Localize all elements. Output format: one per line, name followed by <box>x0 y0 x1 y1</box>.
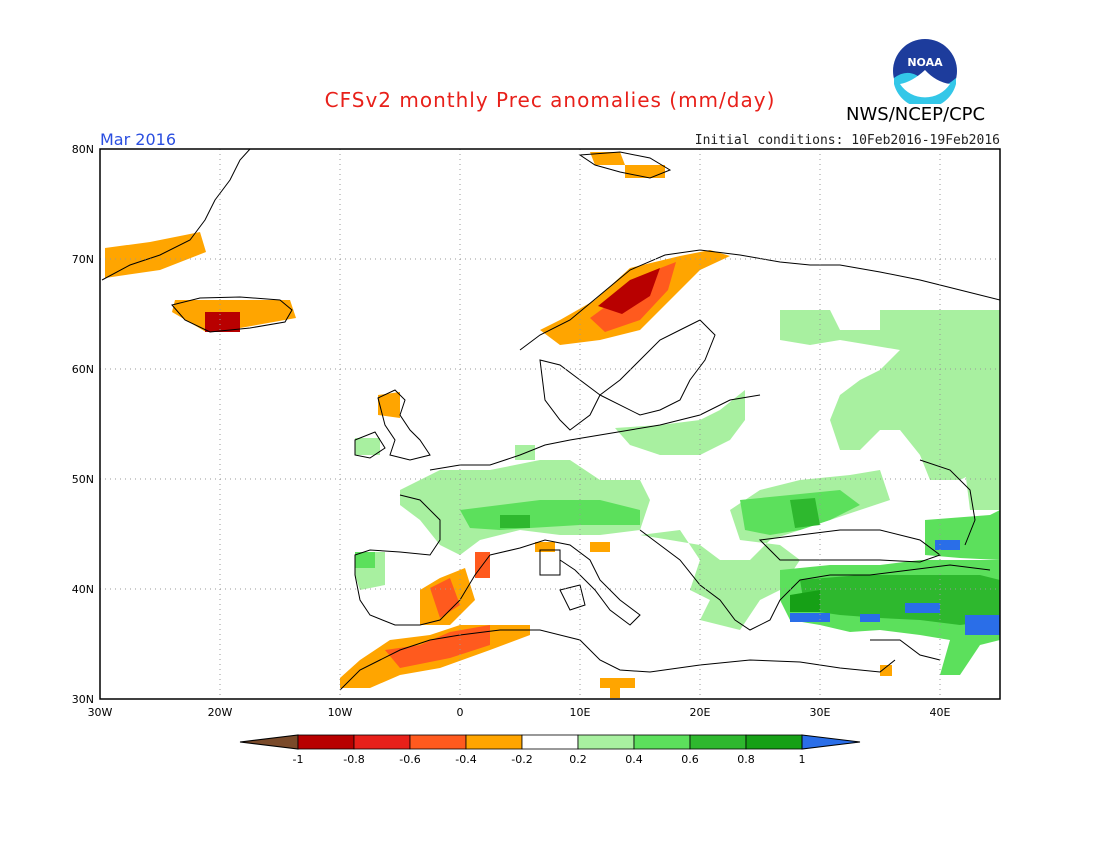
colorbar-swatch <box>297 734 355 750</box>
coastlines <box>101 149 1000 691</box>
colorbar-label: -0.2 <box>511 753 532 766</box>
longitude-labels: 30W 20W 10W 0 10E 20E 30E 40E <box>88 706 951 719</box>
wet-cells-aegean-extreme <box>790 613 830 622</box>
colorbar-swatch <box>577 734 635 750</box>
lon-label-40e: 40E <box>930 706 951 719</box>
wet-cells-taurus-extreme <box>860 614 880 622</box>
colorbar-arrow-left <box>239 734 299 750</box>
colorbar-label: -1 <box>293 753 304 766</box>
colorbar-label: 0.2 <box>569 753 587 766</box>
lat-label-30n: 30N <box>72 693 94 706</box>
wet-cells-alps-core <box>500 515 530 528</box>
wet-cells-aegean <box>790 590 820 612</box>
colorbar-label: -0.4 <box>455 753 476 766</box>
colorbar-swatch <box>689 734 747 750</box>
colorbar-arrow-right <box>801 734 861 750</box>
lon-label-20w: 20W <box>208 706 233 719</box>
colorbar-label: 0.6 <box>681 753 699 766</box>
map-frame <box>99 148 1001 700</box>
wet-cells-poland <box>615 390 745 455</box>
wet-cells-ireland <box>355 438 380 455</box>
wet-cells-moldova <box>790 498 820 528</box>
wet-cells-iran-extreme <box>965 615 1000 635</box>
lon-label-20e: 20E <box>690 706 711 719</box>
lon-label-10e: 10E <box>570 706 591 719</box>
dry-cells-algeria <box>385 625 490 668</box>
colorbar-label: 0.8 <box>737 753 755 766</box>
noaa-logo-text: NOAA <box>907 56 943 69</box>
colorbar: -1 -0.8 -0.6 -0.4 -0.2 0.2 0.4 0.6 0.8 1 <box>239 734 861 766</box>
dry-cells-svalbard-east <box>625 165 665 178</box>
latitude-labels: 80N 70N 60N 50N 40N 30N <box>72 143 94 706</box>
colorbar-swatch <box>633 734 691 750</box>
lat-label-70n: 70N <box>72 253 94 266</box>
lat-label-40n: 40N <box>72 583 94 596</box>
colorbar-label: -0.6 <box>399 753 420 766</box>
wet-cells-galicia <box>355 552 375 568</box>
dry-cells-norway-core <box>598 268 660 314</box>
lon-label-30w: 30W <box>88 706 113 719</box>
initial-conditions: Initial conditions: 10Feb2016-19Feb2016 <box>694 133 1000 148</box>
colorbar-label: 0.4 <box>625 753 643 766</box>
dry-cells-levant <box>880 665 892 676</box>
noaa-logo-icon: NOAA <box>893 39 957 104</box>
colorbar-swatch <box>353 734 411 750</box>
colorbar-swatch <box>745 734 803 750</box>
wet-cells-caspian <box>965 470 1000 510</box>
dry-cells-iceland-core <box>205 312 240 332</box>
wet-cells-russia <box>780 310 1000 480</box>
wet-cells-anatolia-extreme <box>905 603 940 613</box>
lat-label-50n: 50N <box>72 473 94 486</box>
colorbar-swatch <box>521 734 579 750</box>
lat-label-60n: 60N <box>72 363 94 376</box>
lat-label-80n: 80N <box>72 143 94 156</box>
dry-cells-italy <box>590 542 610 552</box>
lon-label-30e: 30E <box>810 706 831 719</box>
lon-label-10w: 10W <box>328 706 353 719</box>
dry-cells-scotland <box>378 392 400 418</box>
wet-cells-turkey-strong <box>800 575 1000 625</box>
lon-label-0: 0 <box>457 706 464 719</box>
colorbar-swatch <box>465 734 523 750</box>
agency-label: NWS/NCEP/CPC <box>846 104 986 125</box>
graticule <box>100 149 1000 699</box>
colorbar-swatch <box>409 734 467 750</box>
map-title: CFSv2 monthly Prec anomalies (mm/day) <box>324 88 776 112</box>
dry-cells-libya <box>600 678 635 698</box>
wet-cells-caucasus-extreme <box>935 540 960 550</box>
colorbar-label: -0.8 <box>343 753 364 766</box>
colorbar-label: 1 <box>799 753 806 766</box>
dry-cells-svalbard <box>590 152 625 165</box>
forecast-month: Mar 2016 <box>100 130 176 149</box>
dry-cells-greenland <box>105 232 206 278</box>
